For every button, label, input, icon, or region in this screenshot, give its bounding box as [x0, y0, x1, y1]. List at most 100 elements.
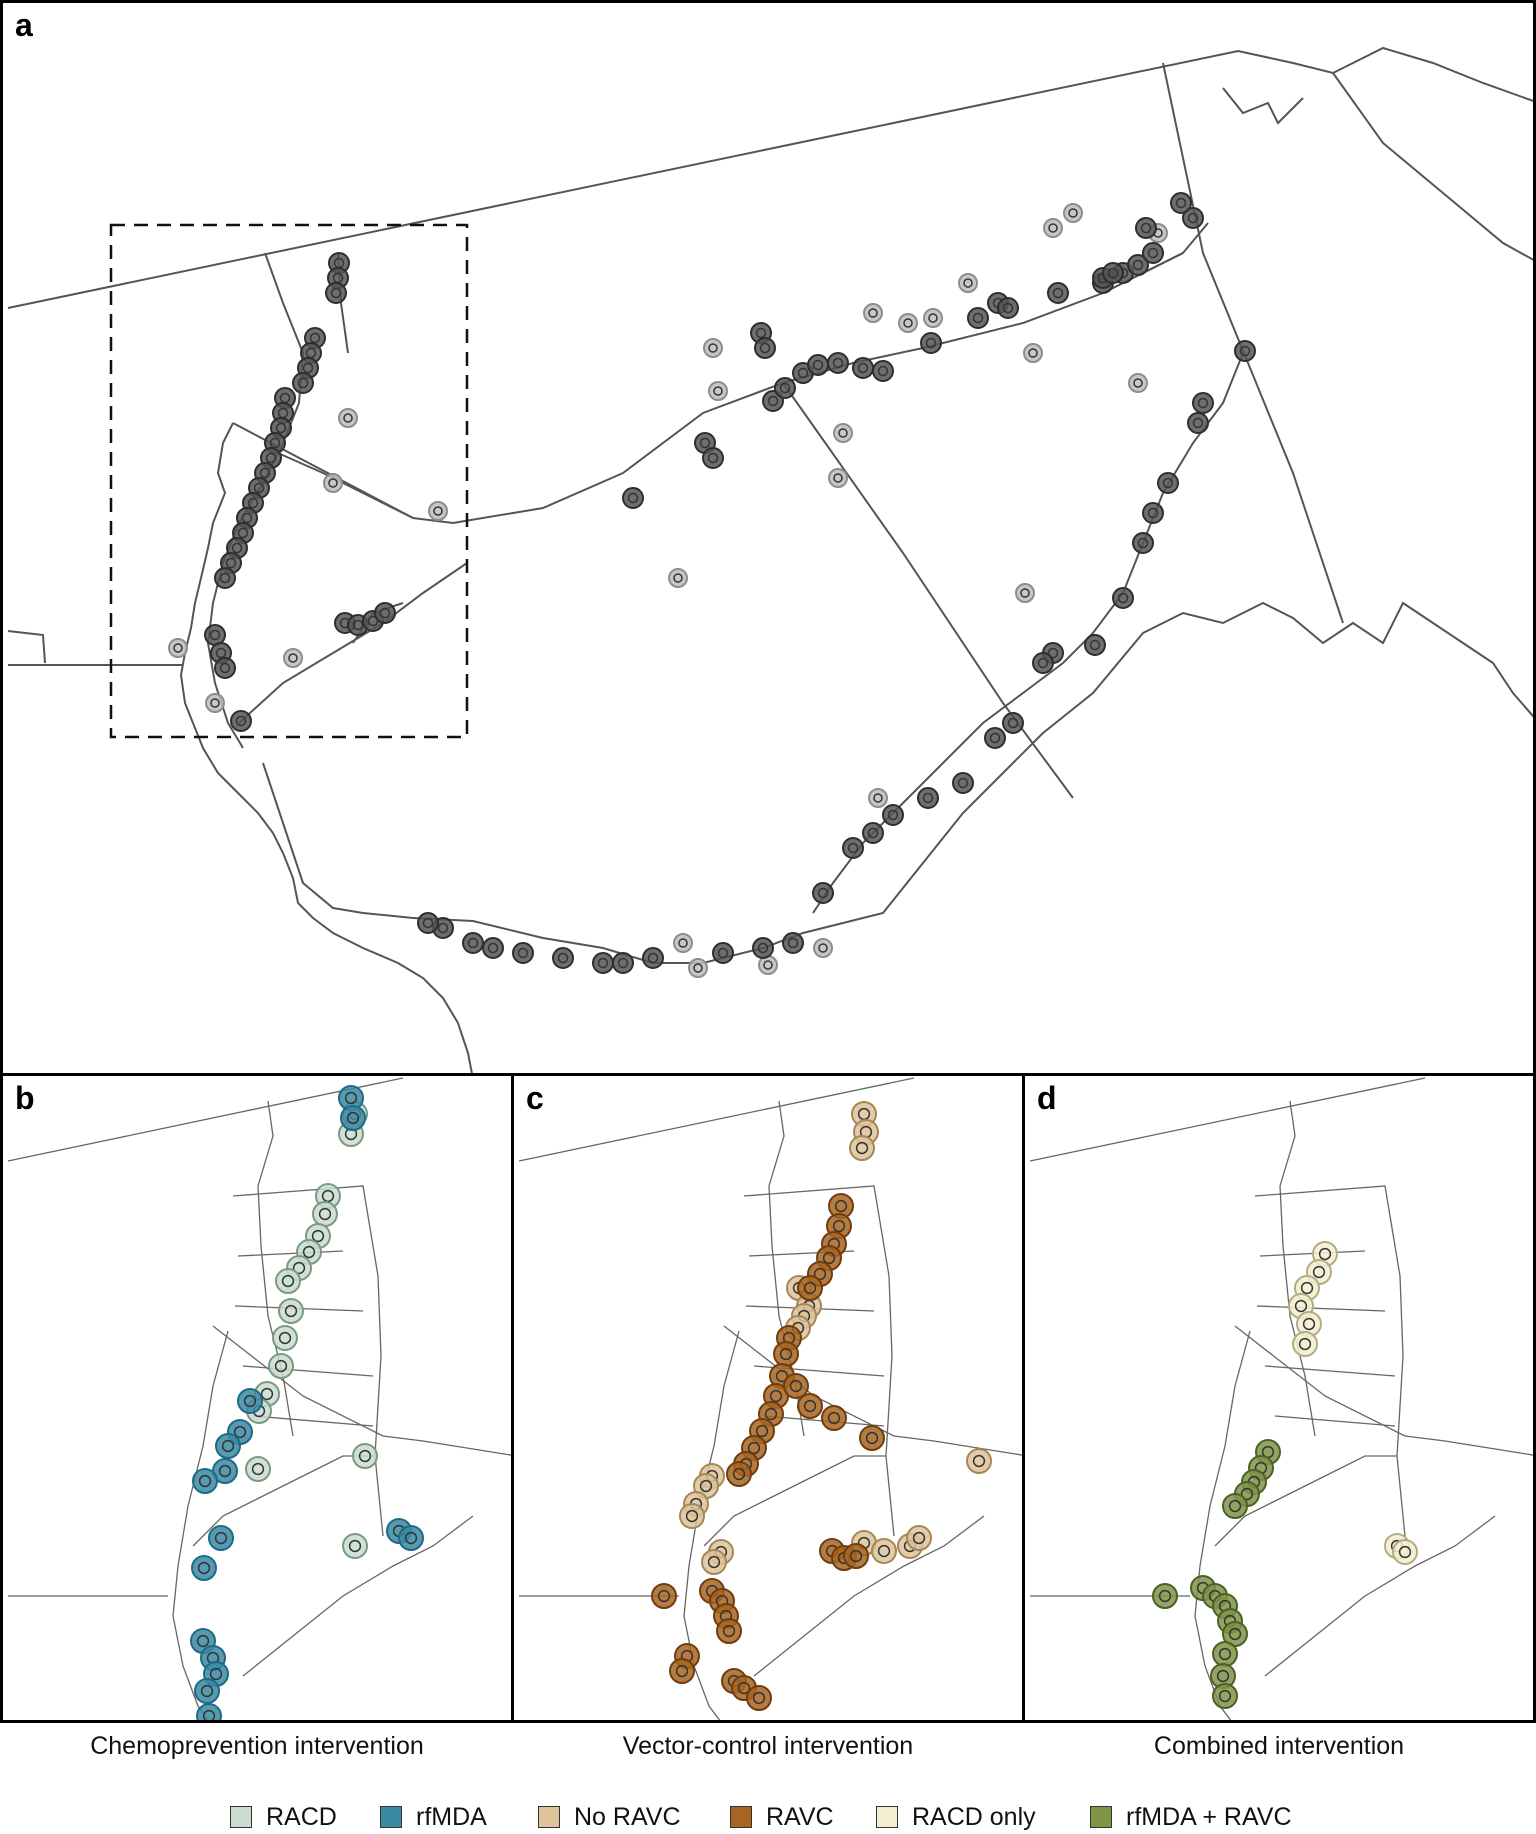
cluster-point: [984, 727, 1006, 749]
cluster-point-faint-center: [1020, 588, 1030, 598]
cluster-point-faint-center: [818, 943, 828, 953]
racd-point-center: [281, 1274, 295, 1288]
ravc-point: [821, 1405, 847, 1431]
cluster-point: [552, 947, 574, 969]
ravc-point-center: [865, 1431, 879, 1445]
cluster-point-center: [925, 337, 937, 349]
cluster-point: [952, 772, 974, 794]
racd-only-point-center: [1298, 1337, 1312, 1351]
cluster-point: [782, 932, 804, 954]
cluster-point: [204, 624, 226, 646]
racd-point-center: [284, 1304, 298, 1318]
overview-map-svg: [7, 46, 1533, 1073]
cluster-point-faint: [428, 501, 448, 521]
ravc-point: [797, 1275, 823, 1301]
rfmda-ravc-point: [1212, 1641, 1238, 1667]
racd-point: [268, 1353, 294, 1379]
southern-border: [412, 601, 1533, 964]
cluster-point-faint: [1015, 583, 1035, 603]
cluster-point-center: [957, 777, 969, 789]
cluster-point: [612, 952, 634, 974]
legend-item-racd: RACD: [230, 1800, 337, 1834]
cluster-point: [512, 942, 534, 964]
cluster-point-faint: [813, 938, 833, 958]
cluster-point-faint: [205, 693, 225, 713]
zoom-region-box: [109, 223, 469, 739]
legend-item-racd-only: RACD only: [876, 1800, 1036, 1834]
panel-c-svg: [518, 1077, 1022, 1720]
cluster-point-center: [832, 357, 844, 369]
caption-d: Combined intervention: [1153, 1732, 1405, 1760]
cluster-point: [872, 360, 894, 382]
cluster-point: [482, 937, 504, 959]
cluster-point-center: [1239, 345, 1251, 357]
ravc-point: [773, 1341, 799, 1367]
legend-swatch-ravc: [730, 1806, 752, 1828]
road: [277, 452, 414, 519]
cluster-point-faint-center: [210, 698, 220, 708]
rfmda-point: [191, 1555, 217, 1581]
ravc-point-center: [832, 1219, 846, 1233]
ravc-point-center: [722, 1624, 736, 1638]
ravc-point-center: [657, 1589, 671, 1603]
rfmda-point-center: [198, 1474, 212, 1488]
cluster-point-center: [699, 437, 711, 449]
ravc-point: [669, 1658, 695, 1684]
cluster-point: [702, 447, 724, 469]
cluster-point-faint-center: [1068, 208, 1078, 218]
cluster-point: [1002, 712, 1024, 734]
cluster-point-center: [269, 437, 281, 449]
cluster-point-center: [787, 937, 799, 949]
cluster-point-center: [487, 942, 499, 954]
cluster-point: [1142, 242, 1164, 264]
rfmda-ravc-point: [1222, 1493, 1248, 1519]
rfmda-point: [192, 1468, 218, 1494]
legend-swatch-racd-only: [876, 1806, 898, 1828]
racd-point-center: [311, 1229, 325, 1243]
cluster-point-center: [717, 947, 729, 959]
no-ravc-point-center: [972, 1454, 986, 1468]
cluster-point: [462, 932, 484, 954]
cluster-point: [920, 332, 942, 354]
cluster-point-center: [867, 827, 879, 839]
cluster-point-center: [237, 527, 249, 539]
no-ravc-point-center: [707, 1555, 721, 1569]
ravc-point: [859, 1425, 885, 1451]
cluster-point: [292, 372, 314, 394]
cluster-point-faint: [283, 648, 303, 668]
cluster-point-faint: [833, 423, 853, 443]
panel-b-label: b: [15, 1080, 35, 1116]
legend-label: RACD only: [912, 1802, 1036, 1831]
cluster-point-faint-center: [873, 793, 883, 803]
cluster-point-faint: [898, 313, 918, 333]
racd-only-point-center: [1318, 1247, 1332, 1261]
cluster-point: [807, 354, 829, 376]
cluster-point-center: [1007, 717, 1019, 729]
ravc-point: [783, 1373, 809, 1399]
cluster-point: [1112, 587, 1134, 609]
cluster-point-center: [247, 497, 259, 509]
rfmda-point-center: [346, 1111, 360, 1125]
rfmda-point-center: [197, 1561, 211, 1575]
cluster-point-faint: [868, 788, 888, 808]
racd-point-center: [251, 1462, 265, 1476]
cluster-point: [1084, 634, 1106, 656]
cluster-point: [712, 942, 734, 964]
rfmda-ravc-point: [1212, 1683, 1238, 1709]
rfmda-point: [208, 1525, 234, 1551]
rfmda-ravc-point-center: [1218, 1689, 1232, 1703]
cluster-point-faint-center: [343, 413, 353, 423]
cluster-point: [812, 882, 834, 904]
cluster-point-faint-center: [693, 963, 703, 973]
cluster-point: [642, 947, 664, 969]
ravc-point-center: [822, 1251, 836, 1265]
district-boundary: [1332, 72, 1533, 261]
cluster-point-center: [767, 395, 779, 407]
cluster-point-center: [1147, 247, 1159, 259]
cluster-point-center: [847, 842, 859, 854]
no-ravc-point: [906, 1525, 932, 1551]
cluster-point-faint: [923, 308, 943, 328]
ravc-point: [843, 1543, 869, 1569]
cluster-point-faint-center: [838, 428, 848, 438]
cluster-point: [852, 357, 874, 379]
